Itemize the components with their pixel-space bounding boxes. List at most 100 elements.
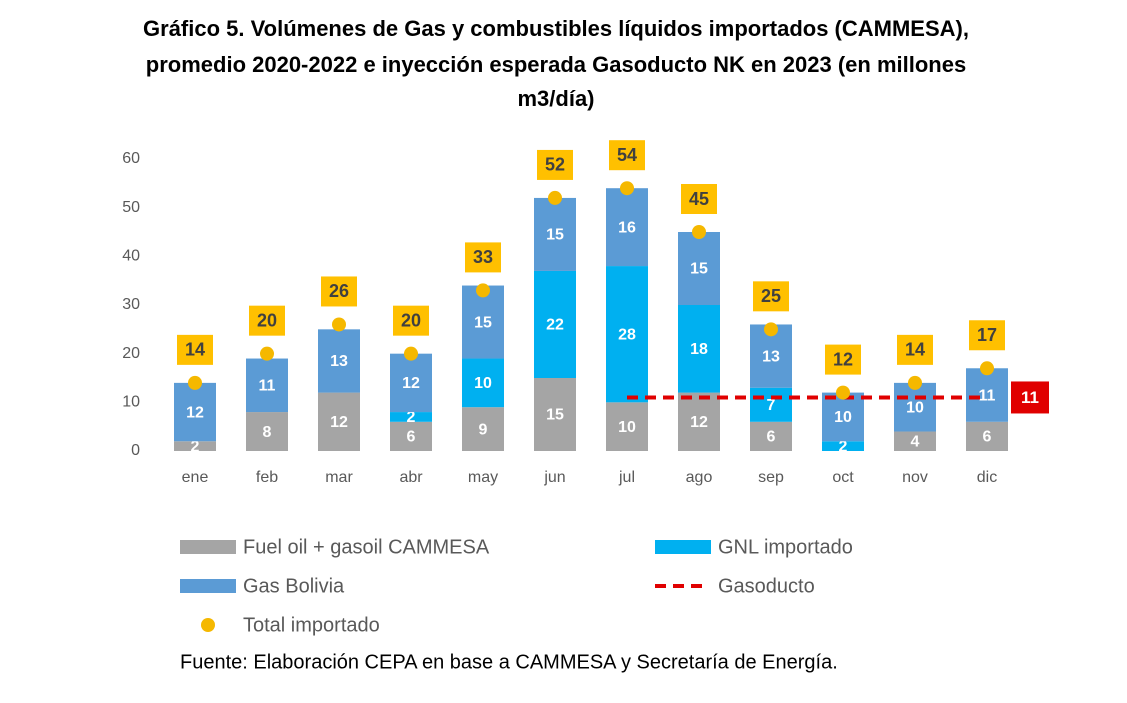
- bar-segment: [174, 382, 216, 442]
- x-tick-label: ago: [686, 469, 713, 486]
- x-tick-label: abr: [399, 469, 423, 486]
- total-marker: [980, 361, 994, 376]
- total-label-box: [969, 320, 1005, 351]
- total-marker: [332, 317, 346, 332]
- bar-segment: [822, 441, 864, 451]
- bar-value-label: 15: [690, 261, 708, 278]
- bar-value-label: 7: [767, 397, 776, 414]
- bar-value-label: 18: [690, 341, 708, 358]
- y-tick-label: 40: [122, 248, 140, 265]
- legend-swatch: [180, 579, 236, 593]
- bar-value-label: 12: [186, 404, 204, 421]
- legend-label: GNL importado: [718, 536, 853, 558]
- total-label-box: [177, 334, 213, 365]
- total-marker: [260, 346, 274, 361]
- total-label-box: [825, 344, 861, 375]
- legend-swatch: [180, 540, 236, 554]
- total-marker: [836, 385, 850, 400]
- bar-segment: [822, 392, 864, 442]
- bar-segment: [606, 188, 648, 267]
- x-tick-label: sep: [758, 469, 784, 486]
- legend-swatch: [655, 540, 711, 554]
- bar-value-label: 28: [618, 326, 636, 343]
- total-marker: [404, 346, 418, 361]
- bar-value-label: 9: [479, 421, 488, 438]
- total-value-label: 45: [689, 189, 709, 209]
- bar-segment: [678, 232, 720, 305]
- total-value-label: 14: [185, 340, 205, 360]
- bar-segment: [606, 402, 648, 451]
- line-value-label: 11: [1021, 388, 1039, 407]
- bar-value-label: 4: [911, 433, 920, 450]
- bar-value-label: 6: [767, 429, 776, 446]
- x-tick-label: may: [468, 469, 498, 486]
- y-tick-label: 20: [122, 345, 140, 362]
- bar-segment: [462, 407, 504, 451]
- bar-segment: [246, 412, 288, 451]
- bar-value-label: 8: [263, 424, 272, 441]
- bar-segment: [534, 378, 576, 451]
- bar-segment: [894, 382, 936, 432]
- x-tick-label: mar: [325, 469, 353, 486]
- bar-segment: [390, 412, 432, 422]
- bar-value-label: 12: [330, 414, 348, 431]
- total-value-label: 54: [617, 145, 637, 165]
- bar-segment: [750, 421, 792, 451]
- bar-value-label: 22: [546, 317, 564, 334]
- bar-segment: [534, 197, 576, 271]
- bar-value-label: 13: [762, 348, 780, 365]
- y-tick-label: 10: [122, 394, 140, 411]
- x-tick-label: oct: [832, 469, 854, 486]
- legend-swatch: [201, 618, 215, 632]
- total-value-label: 20: [257, 310, 277, 330]
- x-tick-label: dic: [977, 469, 997, 486]
- total-marker: [548, 190, 562, 205]
- bar-segment: [246, 358, 288, 413]
- bar-segment: [390, 353, 432, 413]
- total-label-box: [393, 305, 429, 336]
- legend-label: Gas Bolivia: [243, 575, 345, 597]
- total-value-label: 17: [977, 325, 997, 345]
- bar-segment: [318, 329, 360, 393]
- bar-value-label: 13: [330, 353, 348, 370]
- total-label-box: [537, 149, 573, 180]
- y-tick-label: 50: [122, 199, 140, 216]
- bar-value-label: 11: [259, 378, 276, 395]
- total-label-box: [753, 281, 789, 312]
- bar-value-label: 2: [407, 409, 416, 426]
- bar-value-label: 15: [546, 407, 564, 424]
- bar-value-label: 16: [618, 219, 636, 236]
- total-marker: [692, 225, 706, 239]
- y-tick-label: 60: [122, 150, 140, 167]
- legend-label: Fuel oil + gasoil CAMMESA: [243, 536, 490, 558]
- bar-segment: [966, 368, 1008, 422]
- bar-value-label: 2: [191, 438, 200, 455]
- total-label-box: [249, 305, 285, 336]
- total-label-box: [897, 334, 933, 365]
- bar-value-label: 12: [690, 414, 708, 431]
- x-tick-label: nov: [902, 469, 928, 486]
- total-value-label: 26: [329, 281, 349, 301]
- chart-title: Gráfico 5. Volúmenes de Gas y combustibl…: [143, 16, 969, 41]
- bar-segment: [462, 285, 504, 359]
- total-marker: [188, 375, 202, 390]
- bar-segment: [678, 392, 720, 451]
- legend-label: Gasoducto: [718, 575, 815, 597]
- total-value-label: 33: [473, 247, 493, 267]
- bar-segment: [174, 441, 216, 451]
- bar-segment: [894, 431, 936, 451]
- x-tick-label: feb: [256, 469, 278, 486]
- total-marker: [620, 181, 634, 196]
- total-value-label: 25: [761, 286, 781, 306]
- chart-title: m3/día): [517, 86, 594, 111]
- legend-label: Total importado: [243, 614, 380, 636]
- bar-value-label: 10: [906, 399, 924, 416]
- total-value-label: 12: [833, 349, 853, 369]
- bar-segment: [318, 392, 360, 451]
- total-label-box: [681, 184, 717, 214]
- bar-value-label: 12: [402, 375, 420, 392]
- bar-value-label: 15: [546, 227, 564, 244]
- x-tick-label: jun: [543, 469, 565, 486]
- bar-value-label: 10: [618, 419, 636, 436]
